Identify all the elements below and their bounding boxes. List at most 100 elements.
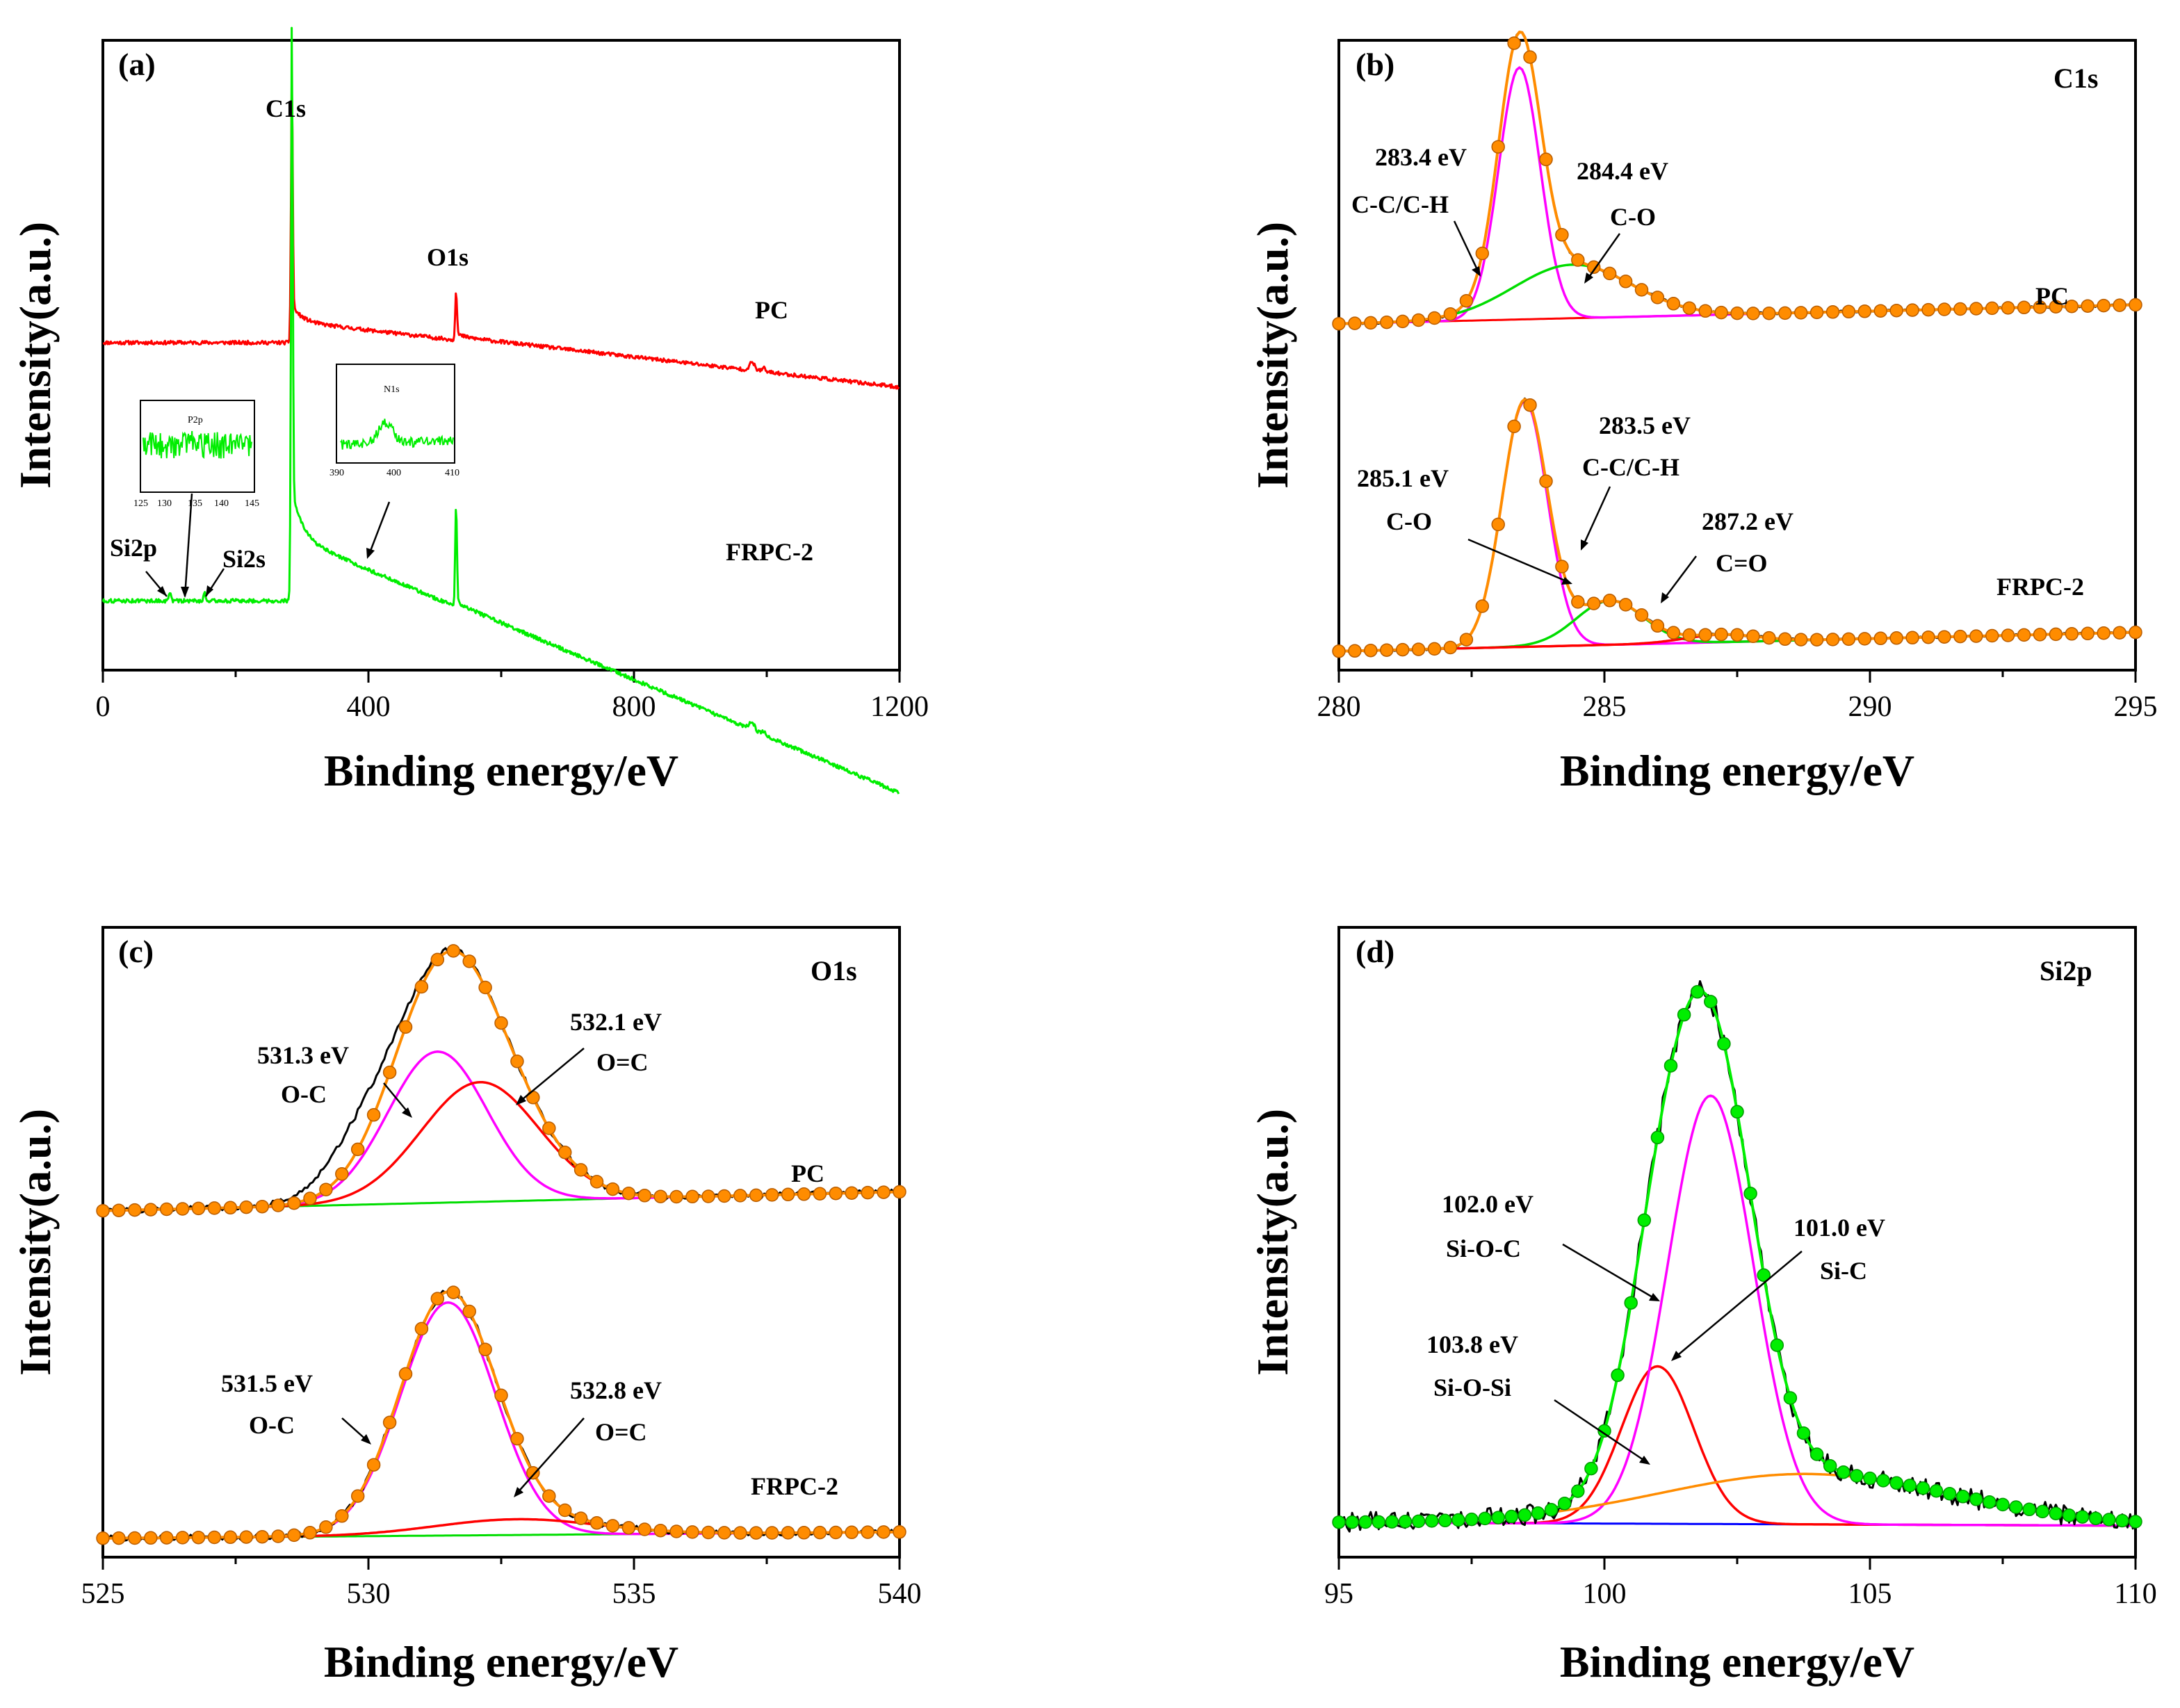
fit-marker	[112, 1203, 126, 1217]
peak-label-o1s: O1s	[427, 243, 469, 271]
inset-p2p-tick-2: 135	[188, 498, 202, 509]
fit-marker	[1438, 1513, 1452, 1528]
fit-marker	[1618, 275, 1633, 288]
fit-marker	[1571, 253, 1585, 267]
fit-marker	[1714, 305, 1728, 320]
arrowhead-d-3	[1639, 1456, 1650, 1465]
fit-marker	[1783, 1391, 1798, 1405]
fit-marker	[1921, 302, 1935, 317]
fit-marker	[1937, 630, 1951, 644]
fit-marker	[1664, 1059, 1678, 1073]
fit-marker	[1757, 1268, 1771, 1283]
fit-marker	[1523, 50, 1537, 64]
fit-marker	[2017, 628, 2031, 642]
x-tick-label: 290	[1848, 691, 1892, 723]
ann-d-102-0: 102.0 eV	[1442, 1190, 1534, 1218]
ann-c-532-1: 532.1 eV	[570, 1008, 662, 1036]
arrowhead-si2p	[157, 586, 167, 596]
y-axis-title-c: Intensity(a.u.)	[10, 1109, 60, 1376]
fit-marker	[1571, 1484, 1585, 1498]
fit-marker	[1475, 246, 1490, 261]
panel-label-c: (c)	[118, 934, 154, 969]
curves-d	[1332, 980, 2142, 1533]
x-tick-label: 525	[81, 1578, 125, 1610]
fit-marker	[813, 1187, 827, 1201]
fit-marker	[813, 1525, 827, 1540]
fit-marker	[1953, 629, 1967, 644]
fit-marker	[1518, 1508, 1532, 1522]
y-axis-title-d: Intensity(a.u.)	[1248, 1109, 1297, 1376]
component-531-3	[102, 1050, 900, 1212]
arrowhead-b-1	[1472, 266, 1481, 277]
series-label-frpc-a: FRPC-2	[726, 538, 813, 566]
series-pc-line	[102, 73, 900, 390]
core-label-c1s: C1s	[2053, 63, 2098, 94]
fit-marker	[1531, 1506, 1545, 1520]
fit-marker	[494, 1388, 508, 1403]
fit-marker	[1475, 599, 1490, 613]
fit-marker	[1905, 631, 1919, 645]
fit-marker	[2102, 1513, 2116, 1527]
fit-marker	[398, 1020, 413, 1034]
fit-marker	[1345, 1515, 1359, 1529]
arrowhead-b-3	[1581, 539, 1588, 551]
fit-marker	[637, 1522, 652, 1536]
fit-marker	[637, 1189, 652, 1203]
fit-marker	[1863, 1471, 1877, 1486]
arrow-inset-n1s	[367, 501, 391, 557]
x-tick-label: 110	[2114, 1578, 2156, 1610]
arrowhead-b-4	[1561, 577, 1572, 585]
fit-marker	[1602, 594, 1617, 608]
fit-marker	[1666, 626, 1681, 640]
fit-marker	[1634, 608, 1649, 622]
fit-marker	[1778, 632, 1792, 646]
fit-marker	[1539, 152, 1553, 167]
fit-marker	[765, 1188, 779, 1202]
arrowhead-c-3	[361, 1434, 371, 1445]
ann-c-oc-2: O-C	[249, 1411, 295, 1439]
fit-marker	[733, 1189, 747, 1203]
ann-b-283-5: 283.5 eV	[1599, 412, 1691, 439]
inset-n1s-tick-1: 400	[387, 468, 401, 478]
fit-marker	[1332, 1515, 1346, 1529]
plot-frame-a	[101, 39, 901, 672]
fit-marker	[1624, 1296, 1638, 1310]
peak-label-si2s: Si2s	[222, 545, 266, 573]
fit-marker	[1465, 1512, 1479, 1527]
arrow-d-3	[1554, 1399, 1648, 1464]
fit-marker	[2022, 1502, 2036, 1517]
fit-marker	[350, 1489, 365, 1503]
fit-marker	[446, 1285, 460, 1299]
inset-p2p-tick-0: 125	[133, 498, 148, 509]
fit-marker	[1704, 995, 1718, 1009]
fit-marker	[1372, 1515, 1386, 1529]
fit-marker	[303, 1526, 317, 1540]
fit-marker	[1793, 633, 1808, 646]
fit-marker	[96, 1203, 110, 1218]
fit-marker	[589, 1516, 604, 1530]
fit-marker	[1395, 642, 1410, 657]
fit-marker	[287, 1528, 301, 1543]
panel-c: 525 530 535 540 (c) O1s 531.3 eV O-C 532.1 …	[10, 926, 922, 1686]
fit-marker	[669, 1189, 683, 1204]
x-tick-label: 295	[2114, 691, 2158, 723]
x-tick-label: 0	[96, 691, 111, 723]
arrow-inset-p2p	[184, 493, 193, 597]
fit-marker	[542, 1121, 556, 1135]
fit-marker	[2017, 300, 2031, 315]
fit-marker	[1666, 297, 1681, 311]
fit-marker	[1730, 628, 1744, 642]
fit-marker	[159, 1531, 174, 1545]
fit-marker	[335, 1509, 349, 1523]
raw-data-frpc-2	[101, 1290, 900, 1542]
arrow-c-2	[518, 1048, 585, 1103]
arrowhead-c-4	[514, 1487, 523, 1497]
x-tick-label: 105	[1848, 1578, 1892, 1610]
core-label-si2p: Si2p	[2040, 955, 2092, 986]
x-tick-label: 530	[347, 1578, 391, 1610]
fit-marker	[2001, 628, 2015, 642]
fit-marker	[1905, 303, 1919, 317]
fit-marker	[112, 1531, 126, 1545]
fit-marker	[319, 1182, 333, 1196]
x-tick-label: 285	[1583, 691, 1627, 723]
